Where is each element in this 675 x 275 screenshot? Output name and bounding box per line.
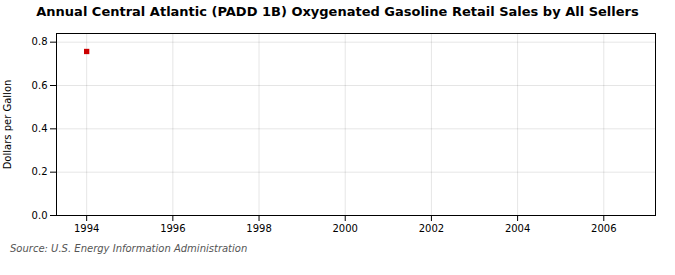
svg-text:1996: 1996 [160, 223, 185, 234]
svg-text:0.2: 0.2 [32, 166, 48, 177]
svg-text:2000: 2000 [333, 223, 358, 234]
html-text:Annual Central Atlantic (PADD: Annual Central Atlantic (PADD 1B) Oxygen… [36, 4, 639, 19]
svg-text:2004: 2004 [505, 223, 530, 234]
svg-text:0.6: 0.6 [32, 80, 48, 91]
svg-text:0.0: 0.0 [32, 210, 48, 221]
svg-text:2006: 2006 [591, 223, 616, 234]
svg-text:Dollars per Gallon: Dollars per Gallon [2, 80, 13, 170]
html-text:Source: U.S. Energy Informatio: Source: U.S. Energy Information Administ… [10, 243, 248, 254]
svg-text:2002: 2002 [419, 223, 444, 234]
svg-text:0.4: 0.4 [32, 123, 48, 134]
svg-text:0.8: 0.8 [32, 36, 48, 47]
svg-text:1998: 1998 [246, 223, 271, 234]
svg-text:1994: 1994 [74, 223, 99, 234]
